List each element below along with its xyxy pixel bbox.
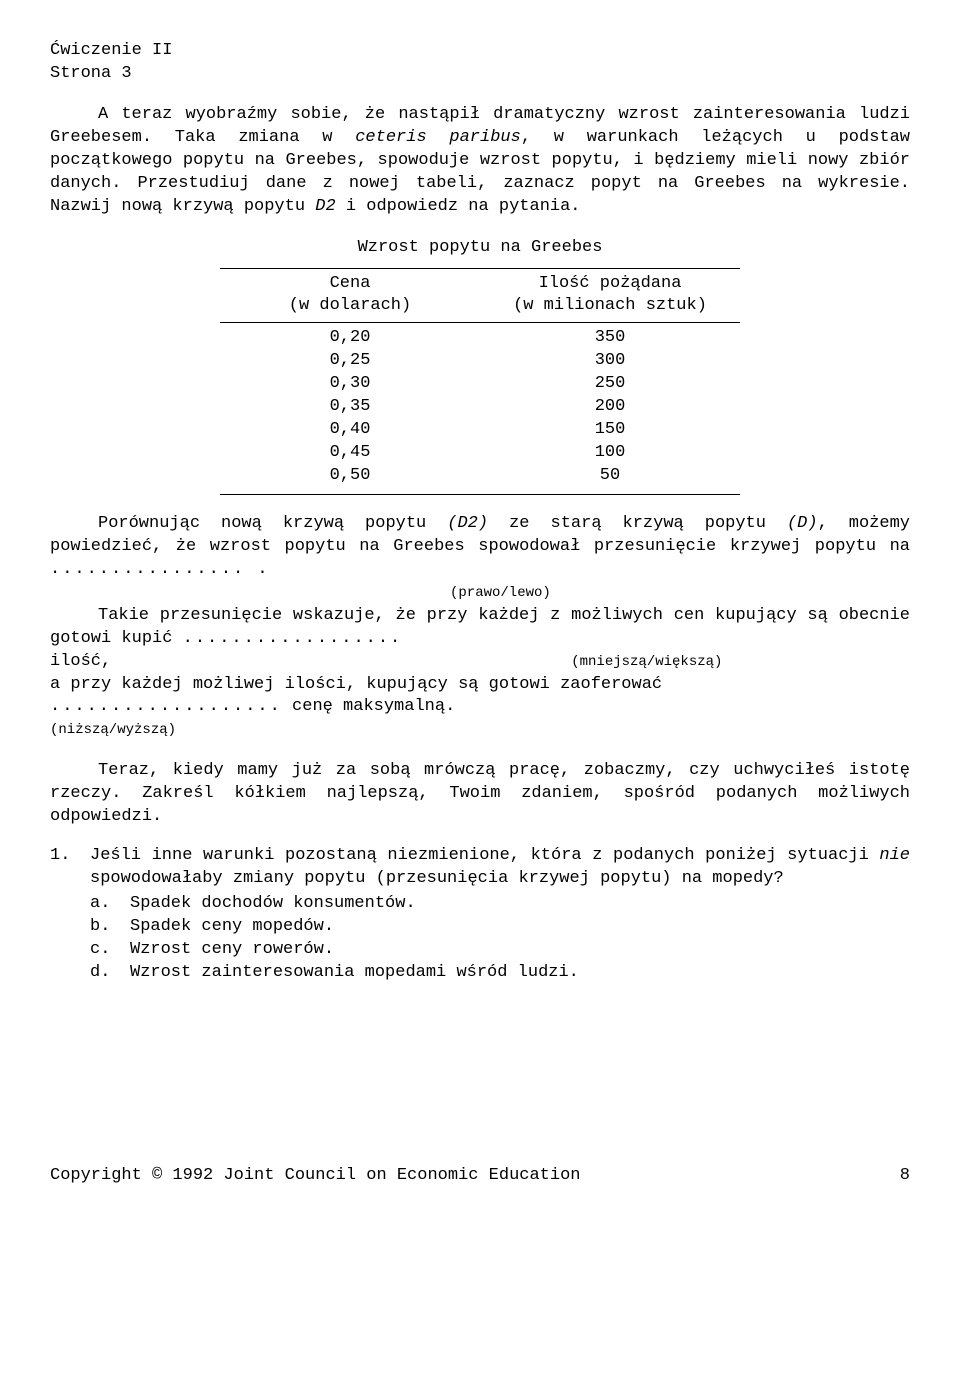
- table-row: 0,50 50: [220, 465, 740, 494]
- intro-paragraph: A teraz wyobraźmy sobie, że nastąpił dra…: [50, 104, 910, 219]
- col-qty-header: Ilość pożądana (w milionach sztuk): [480, 268, 740, 323]
- option-b: b. Spadek ceny mopedów.: [90, 916, 910, 939]
- hint-direction: (prawo/lewo): [450, 585, 551, 601]
- question-1: 1. Jeśli inne warunki pozostaną niezmien…: [50, 845, 910, 985]
- page-label: Strona 3: [50, 63, 910, 86]
- question-number: 1.: [50, 845, 90, 985]
- fill-in-paragraph: Porównując nową krzywą popytu (D2) ze st…: [50, 513, 910, 742]
- table-row: 0,30 250: [220, 373, 740, 396]
- options-list: a. Spadek dochodów konsumentów. b. Spade…: [90, 893, 910, 985]
- demand-table: Wzrost popytu na Greebes Cena (w dolarac…: [220, 237, 740, 495]
- table-row: 0,20 350: [220, 323, 740, 350]
- table-row: 0,35 200: [220, 396, 740, 419]
- page-header: Ćwiczenie II Strona 3: [50, 40, 910, 86]
- table-row: 0,25 300: [220, 350, 740, 373]
- exercise-title: Ćwiczenie II: [50, 40, 910, 63]
- instruction-paragraph: Teraz, kiedy mamy już za sobą mrówczą pr…: [50, 760, 910, 829]
- col-price-header: Cena (w dolarach): [220, 268, 480, 323]
- table-title: Wzrost popytu na Greebes: [220, 237, 740, 260]
- table-row: 0,45 100: [220, 442, 740, 465]
- table-row: 0,40 150: [220, 419, 740, 442]
- option-c: c. Wzrost ceny rowerów.: [90, 939, 910, 962]
- page-number: 8: [900, 1165, 910, 1188]
- hint-quantity: (mniejszą/większą): [571, 654, 722, 670]
- page-footer: Copyright © 1992 Joint Council on Econom…: [50, 1165, 910, 1188]
- copyright-text: Copyright © 1992 Joint Council on Econom…: [50, 1165, 581, 1188]
- option-a: a. Spadek dochodów konsumentów.: [90, 893, 910, 916]
- hint-price: (niższą/wyższą): [50, 722, 176, 738]
- option-d: d. Wzrost zainteresowania mopedami wśród…: [90, 962, 910, 985]
